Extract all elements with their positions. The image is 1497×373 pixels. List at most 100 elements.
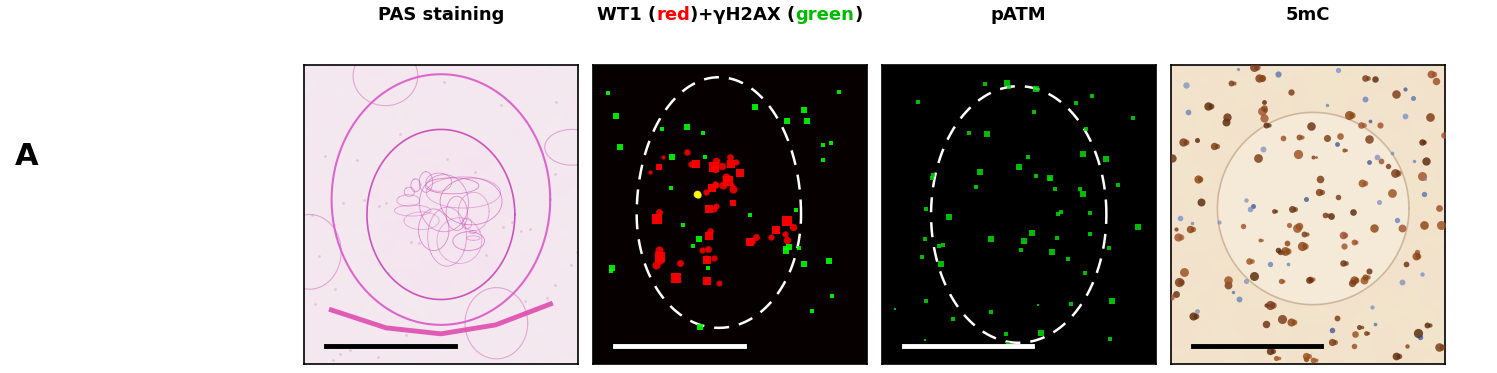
Point <box>1286 223 1310 229</box>
Point <box>1341 210 1365 216</box>
Point <box>1358 159 1382 165</box>
Point <box>1070 151 1094 157</box>
Point <box>1349 122 1373 128</box>
Point <box>1286 151 1310 157</box>
Point <box>1166 279 1190 285</box>
Point <box>1401 158 1425 164</box>
Point <box>1419 71 1443 77</box>
Polygon shape <box>367 129 515 300</box>
Point <box>1392 86 1416 92</box>
Point <box>964 184 988 190</box>
Point <box>1241 203 1265 209</box>
Point <box>1275 248 1299 254</box>
Point <box>388 131 412 137</box>
Point <box>467 228 491 233</box>
Point <box>394 332 418 338</box>
Point <box>1196 103 1220 109</box>
Point <box>1250 237 1274 243</box>
Point <box>1320 327 1344 333</box>
Point <box>675 149 699 155</box>
Point <box>509 228 533 234</box>
Point <box>1385 353 1409 359</box>
Point <box>1314 135 1338 141</box>
Point <box>1262 348 1286 354</box>
Point <box>1039 249 1063 255</box>
Point <box>781 224 805 230</box>
Point <box>1219 80 1243 86</box>
Point <box>1064 100 1088 106</box>
Point <box>600 264 624 270</box>
Point <box>1181 313 1205 319</box>
Text: 5mC: 5mC <box>1286 6 1329 24</box>
Point <box>328 351 352 357</box>
Point <box>996 341 1019 347</box>
Point <box>1048 209 1072 215</box>
Point <box>1410 139 1434 145</box>
Point <box>1356 136 1380 142</box>
Point <box>704 203 728 209</box>
Point <box>1078 210 1102 216</box>
Point <box>1027 302 1051 308</box>
Point <box>1231 223 1254 229</box>
Text: PAS staining: PAS staining <box>377 6 504 24</box>
Point <box>1380 189 1404 195</box>
Point <box>759 234 783 240</box>
Point <box>1097 245 1121 251</box>
Point <box>1168 215 1192 221</box>
Point <box>1046 211 1070 217</box>
Point <box>545 99 569 105</box>
Point <box>1079 93 1103 99</box>
Point <box>1174 139 1198 145</box>
Point <box>1430 344 1454 350</box>
Point <box>596 90 620 96</box>
Point <box>1323 339 1347 345</box>
Point <box>1412 191 1436 197</box>
Point <box>967 169 991 175</box>
Point <box>1016 154 1040 160</box>
Point <box>1246 63 1269 69</box>
Point <box>1413 222 1437 228</box>
Point <box>719 161 743 167</box>
Point <box>313 153 337 159</box>
Point <box>1186 176 1210 182</box>
Point <box>1352 180 1376 186</box>
Point <box>701 185 725 191</box>
Point <box>1169 233 1193 239</box>
Point <box>689 324 713 330</box>
Point <box>1344 277 1368 283</box>
Point <box>1295 356 1319 362</box>
Point <box>1281 319 1305 325</box>
Point <box>1386 353 1410 359</box>
Point <box>1217 277 1241 283</box>
Point <box>1250 75 1274 81</box>
Point <box>1362 225 1386 231</box>
Point <box>1214 114 1238 120</box>
Point <box>1283 206 1307 212</box>
Point <box>398 239 422 245</box>
Point <box>1331 232 1355 238</box>
Point <box>307 253 331 259</box>
Point <box>1106 182 1130 188</box>
Point <box>1332 243 1356 249</box>
Point <box>1269 316 1293 322</box>
Point <box>659 185 683 191</box>
Point <box>681 244 705 250</box>
Point <box>558 262 582 268</box>
Point <box>367 203 391 209</box>
Point <box>1037 175 1061 181</box>
Point <box>1078 231 1102 236</box>
Point <box>1343 343 1367 349</box>
Point <box>1039 176 1063 182</box>
Point <box>1234 278 1257 284</box>
Point <box>1266 355 1290 361</box>
Point <box>1222 80 1246 86</box>
Point <box>1254 302 1278 308</box>
Point <box>928 243 952 249</box>
Point <box>1304 154 1328 160</box>
Point <box>1268 249 1292 255</box>
Point <box>331 200 355 206</box>
Point <box>1406 253 1430 258</box>
Point <box>314 344 338 350</box>
Point <box>695 257 719 263</box>
Point <box>1299 277 1323 283</box>
